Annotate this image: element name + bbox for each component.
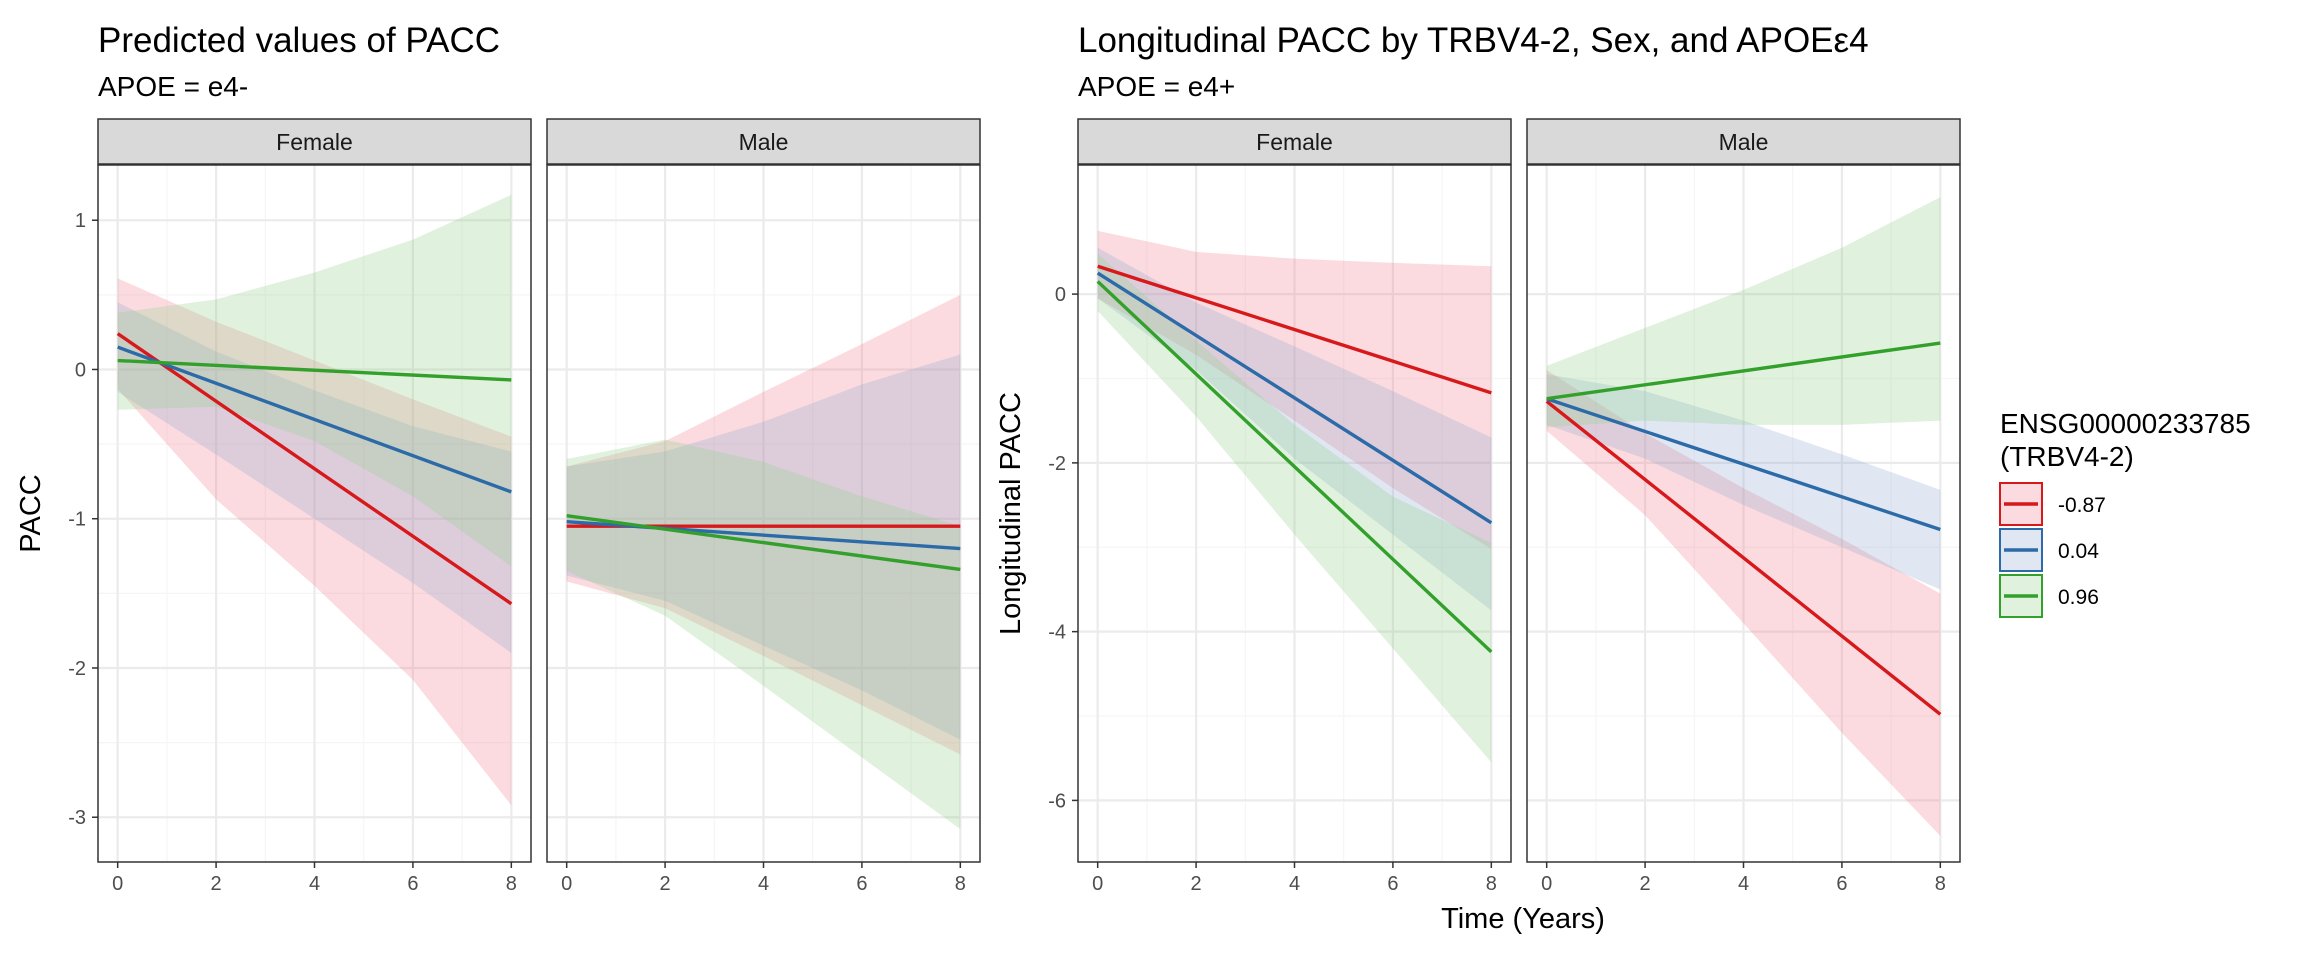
series-line--0.87 [116, 332, 513, 606]
confidence-band-0.96 [1097, 253, 1492, 763]
legend-subtitle: (TRBV4-2) [2000, 441, 2134, 472]
x-tick-label: 8 [1486, 873, 1497, 895]
y-tick-label: 0 [1055, 284, 1066, 306]
series-line-0.96 [117, 358, 512, 382]
confidence-band-0.04 [1546, 374, 1941, 590]
series-line--0.87 [1545, 399, 1942, 716]
facet-strip [1077, 118, 1512, 165]
series-line-0.04 [1546, 397, 1941, 532]
series-line--0.87 [1097, 264, 1492, 395]
facet-strip-label: Male [739, 129, 789, 155]
facet-strip-label: Female [1256, 129, 1333, 155]
y-tick-label: -2 [68, 658, 86, 680]
chart-1: Predicted values of PACC APOE = e4- PACC Fe… [15, 21, 981, 895]
x-tick-label: 4 [1289, 873, 1300, 895]
confidence-band-0.04 [1097, 247, 1492, 611]
x-tick-label: 6 [1836, 873, 1847, 895]
series-line-0.96 [1096, 280, 1493, 654]
legend-label: -0.87 [2058, 494, 2106, 517]
confidence-band-0.96 [1546, 197, 1941, 428]
x-tick-label: 0 [561, 873, 572, 895]
series-line-0.04 [117, 345, 512, 494]
series-line-0.04 [1096, 271, 1493, 525]
legend-key-0.04 [1999, 528, 2043, 572]
series-line-0.96 [566, 514, 961, 572]
y-tick-label: -3 [68, 807, 86, 829]
legend-key-0.96 [1999, 574, 2043, 618]
chart-2: Longitudinal PACC by TRBV4-2, Sex, and A… [995, 21, 1961, 935]
confidence-band-0.04 [117, 302, 512, 654]
y-tick-label: 0 [75, 359, 86, 381]
legend-key--0.87 [1999, 482, 2043, 526]
facet-panel-male: Male 0 2 4 6 8 [1526, 118, 1961, 895]
x-tick-label: 2 [660, 873, 671, 895]
legend-label: 0.04 [2058, 540, 2099, 563]
y-tick-label: -2 [1048, 453, 1066, 475]
y-axis-title: Longitudinal PACC [995, 392, 1027, 635]
facet-strip-label: Female [276, 129, 353, 155]
y-tick-label: -6 [1048, 790, 1066, 812]
chart-title: Predicted values of PACC [98, 21, 500, 60]
x-axis-title: Time (Years) [1441, 903, 1605, 935]
x-tick-label: 0 [1541, 873, 1552, 895]
chart-subtitle: APOE = e4- [98, 71, 248, 102]
x-tick-label: 2 [211, 873, 222, 895]
legend: ENSG00000233785(TRBV4-2) -0.87 0.04 0.96 [1999, 408, 2251, 618]
x-tick-label: 8 [1935, 873, 1946, 895]
facet-strip [546, 118, 981, 165]
y-tick-label: 1 [75, 210, 86, 232]
x-tick-label: 4 [1738, 873, 1749, 895]
x-tick-label: 8 [506, 873, 517, 895]
x-tick-label: 4 [758, 873, 769, 895]
x-tick-label: 6 [407, 873, 418, 895]
confidence-band--0.87 [1097, 230, 1492, 549]
confidence-band-0.04 [566, 354, 961, 740]
x-tick-label: 2 [1191, 873, 1202, 895]
series-line-0.96 [1546, 341, 1941, 401]
facet-strip-label: Male [1719, 129, 1769, 155]
x-tick-label: 6 [1387, 873, 1398, 895]
confidence-band-0.96 [566, 439, 961, 830]
y-axis-title: PACC [15, 474, 47, 552]
x-tick-label: 0 [112, 873, 123, 895]
x-tick-label: 4 [309, 873, 320, 895]
facet-strip [97, 118, 532, 165]
y-tick-label: -4 [1048, 622, 1066, 644]
legend-label: 0.96 [2058, 586, 2099, 609]
legend-title: ENSG00000233785 [2000, 408, 2251, 439]
x-tick-label: 2 [1640, 873, 1651, 895]
x-tick-label: 6 [856, 873, 867, 895]
chart-title: Longitudinal PACC by TRBV4-2, Sex, and A… [1078, 21, 1869, 60]
x-tick-label: 8 [955, 873, 966, 895]
facet-panel-male: Male 0 2 4 6 8 [546, 118, 981, 895]
confidence-band-0.96 [117, 194, 512, 567]
confidence-band--0.87 [117, 278, 512, 806]
y-tick-label: -1 [68, 509, 86, 531]
chart-subtitle: APOE = e4+ [1078, 71, 1235, 102]
confidence-band--0.87 [1546, 370, 1941, 836]
x-tick-label: 0 [1092, 873, 1103, 895]
facet-strip [1526, 118, 1961, 165]
facet-panel-female: Female 0 2 4 6 8 0 -2 -4 -6 [1048, 118, 1512, 895]
